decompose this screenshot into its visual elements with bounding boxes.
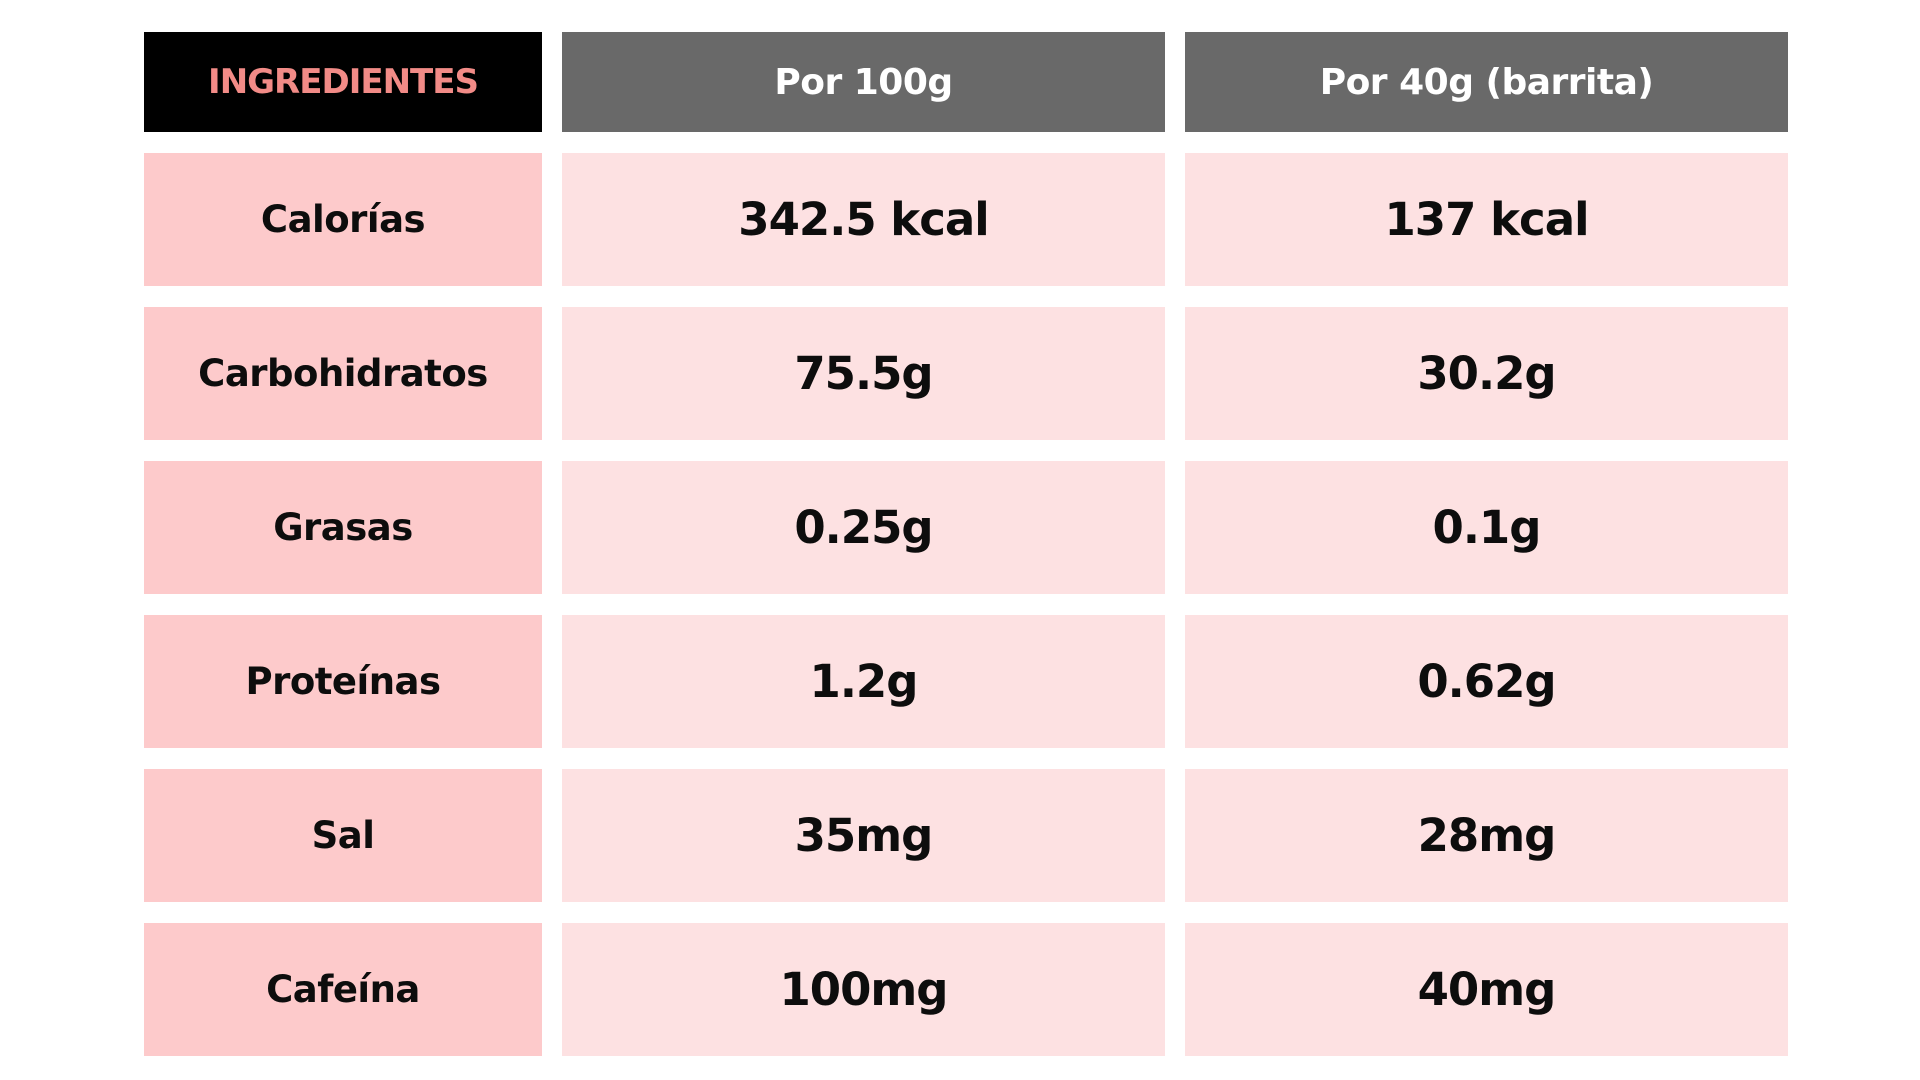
header-per-40g: Por 40g (barrita) [1185, 32, 1788, 132]
value-grasas-100g: 0.25g [562, 461, 1165, 594]
value-sal-40g: 28mg [1185, 769, 1788, 902]
value-grasas-40g: 0.1g [1185, 461, 1788, 594]
header-ingredientes: INGREDIENTES [144, 32, 542, 132]
value-carbohidratos-100g: 75.5g [562, 307, 1165, 440]
row-label-carbohidratos: Carbohidratos [144, 307, 542, 440]
row-label-proteinas: Proteínas [144, 615, 542, 748]
row-label-cafeina: Cafeína [144, 923, 542, 1056]
value-sal-100g: 35mg [562, 769, 1165, 902]
value-proteinas-100g: 1.2g [562, 615, 1165, 748]
nutrition-table: INGREDIENTES Por 100g Por 40g (barrita) … [144, 32, 1788, 1056]
value-calorias-40g: 137 kcal [1185, 153, 1788, 286]
value-cafeina-100g: 100mg [562, 923, 1165, 1056]
value-proteinas-40g: 0.62g [1185, 615, 1788, 748]
row-label-sal: Sal [144, 769, 542, 902]
row-label-grasas: Grasas [144, 461, 542, 594]
value-cafeina-40g: 40mg [1185, 923, 1788, 1056]
value-carbohidratos-40g: 30.2g [1185, 307, 1788, 440]
row-label-calorias: Calorías [144, 153, 542, 286]
header-per-100g: Por 100g [562, 32, 1165, 132]
value-calorias-100g: 342.5 kcal [562, 153, 1165, 286]
